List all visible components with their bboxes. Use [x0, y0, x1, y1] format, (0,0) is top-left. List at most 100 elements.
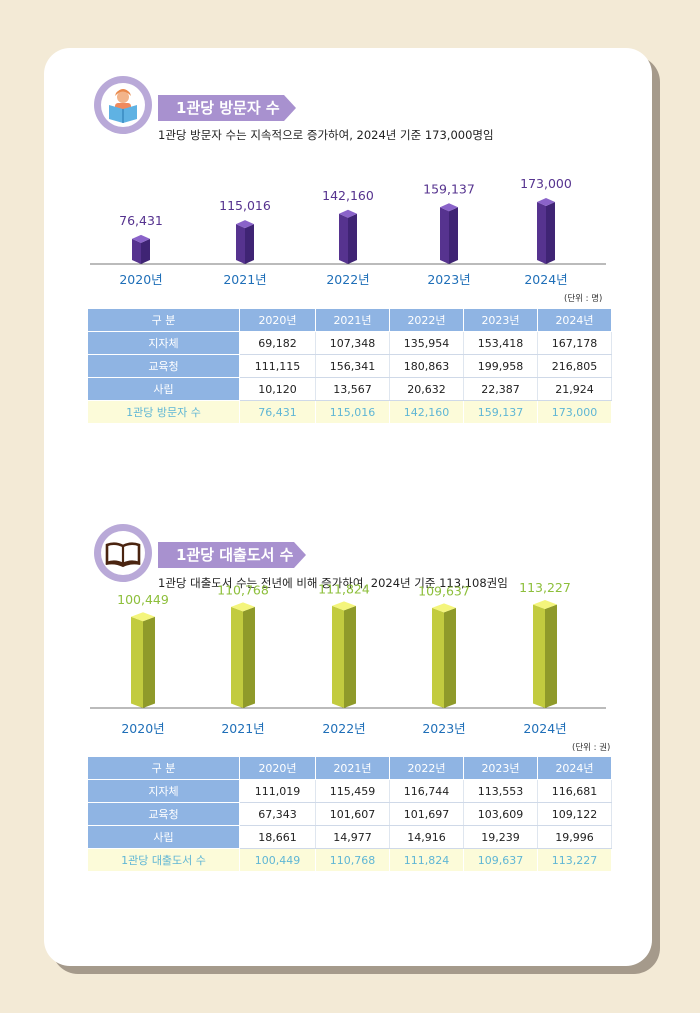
bar-side-face: [243, 606, 255, 708]
table-cell: 153,418: [463, 331, 538, 355]
row-label: 교육청: [87, 802, 240, 826]
column-header: 2023년: [463, 308, 538, 332]
bar-front-face: [432, 607, 444, 708]
table-header-row: 구 분 2020년 2021년 2022년 2023년 2024년: [87, 308, 612, 332]
year-tick-label: 2022년: [326, 272, 369, 287]
table-cell: 156,341: [315, 354, 390, 378]
data-label: 109,637: [418, 583, 470, 598]
section-title: 1관당 대출도서 수: [158, 542, 306, 568]
bar-front-face: [533, 604, 545, 708]
row-label: 사립: [87, 377, 240, 401]
bar-front-face: [132, 238, 141, 264]
column-header: 2024년: [537, 756, 612, 780]
year-tick-label: 2022년: [322, 721, 365, 736]
table-cell: 69,182: [239, 331, 316, 355]
table-cell: 103,609: [463, 802, 538, 826]
year-tick-label: 2021년: [223, 272, 266, 287]
table-cell: 111,115: [239, 354, 316, 378]
bar-top-face: [132, 234, 150, 243]
total-cell: 110,768: [315, 848, 390, 872]
visitors-bar-chart: 76,431 2020년 115,016 2021년 142,160 2022년 159,1…: [90, 176, 606, 287]
bar: [339, 209, 357, 264]
bar-front-face: [339, 213, 348, 264]
bar-top-face: [432, 603, 456, 613]
bar: [537, 198, 555, 264]
column-header: 2020년: [239, 756, 316, 780]
data-label: 115,016: [219, 198, 271, 213]
total-cell: 109,637: [463, 848, 538, 872]
unit-label: (단위 : 권): [572, 743, 611, 753]
bar-front-face: [236, 224, 245, 264]
data-label: 110,768: [217, 582, 269, 597]
year-tick-label: 2021년: [221, 721, 264, 736]
data-label: 100,449: [117, 592, 169, 607]
table-cell: 180,863: [389, 354, 464, 378]
column-header: 구 분: [87, 308, 240, 332]
bar: [236, 220, 254, 264]
bar-side-face: [546, 202, 555, 264]
icon-ring: [94, 76, 152, 134]
data-label: 159,137: [423, 181, 475, 196]
table-row: 사립 18,661 14,977 14,916 19,239 19,996: [87, 825, 612, 849]
bar-top-face: [440, 203, 458, 212]
reading-person-icon: [109, 89, 137, 123]
total-row: 1관당 대출도서 수 100,449 110,768 111,824 109,637 11…: [87, 848, 612, 872]
bar-front-face: [537, 202, 546, 264]
year-tick-label: 2023년: [427, 272, 470, 287]
total-cell: 111,824: [389, 848, 464, 872]
total-cell: 113,227: [537, 848, 612, 872]
icon-ring: [94, 524, 152, 582]
open-book-icon: [105, 542, 141, 568]
total-cell: 115,016: [315, 400, 390, 424]
bar-front-face: [440, 207, 449, 264]
bar: [231, 602, 255, 708]
table-cell: 13,567: [315, 377, 390, 401]
table-cell: 111,019: [239, 779, 316, 803]
bar-top-face: [339, 209, 357, 218]
bar-front-face: [231, 606, 243, 708]
total-row-label: 1관당 방문자 수: [87, 400, 240, 424]
table-cell: 19,239: [463, 825, 538, 849]
bar-front-face: [332, 605, 344, 708]
table-cell: 20,632: [389, 377, 464, 401]
year-tick-label: 2023년: [422, 721, 465, 736]
section-subtitle: 1관당 대출도서 수는 전년에 비해 증가하여, 2024년 기준 113,10…: [158, 576, 508, 590]
table-cell: 167,178: [537, 331, 612, 355]
bar-side-face: [141, 238, 150, 264]
table-cell: 22,387: [463, 377, 538, 401]
bar: [332, 601, 356, 708]
table-cell: 67,343: [239, 802, 316, 826]
column-header: 2024년: [537, 308, 612, 332]
table-row: 지자체 111,019 115,459 116,744 113,553 116,681: [87, 779, 612, 803]
table-cell: 216,805: [537, 354, 612, 378]
table-cell: 101,607: [315, 802, 390, 826]
bar: [432, 603, 456, 708]
year-tick-label: 2024년: [523, 721, 566, 736]
bar: [132, 234, 150, 264]
row-label: 사립: [87, 825, 240, 849]
table-cell: 19,996: [537, 825, 612, 849]
column-header: 2022년: [389, 308, 464, 332]
total-cell: 159,137: [463, 400, 538, 424]
column-header: 2020년: [239, 308, 316, 332]
bar-side-face: [344, 605, 356, 708]
column-header: 2022년: [389, 756, 464, 780]
column-header: 2023년: [463, 756, 538, 780]
row-label: 지자체: [87, 331, 240, 355]
table-header-row: 구 분 2020년 2021년 2022년 2023년 2024년: [87, 756, 612, 780]
total-row: 1관당 방문자 수 76,431 115,016 142,160 159,137 173,…: [87, 400, 612, 424]
bar-top-face: [231, 602, 255, 612]
table-cell: 107,348: [315, 331, 390, 355]
row-label: 지자체: [87, 779, 240, 803]
table-cell: 135,954: [389, 331, 464, 355]
unit-label: (단위 : 명): [564, 294, 603, 304]
table-cell: 116,744: [389, 779, 464, 803]
data-label: 173,000: [520, 176, 572, 191]
table-row: 교육청 67,343 101,607 101,697 103,609 109,122: [87, 802, 612, 826]
column-header: 2021년: [315, 308, 390, 332]
table-cell: 14,916: [389, 825, 464, 849]
column-header: 구 분: [87, 756, 240, 780]
table-cell: 115,459: [315, 779, 390, 803]
bar: [131, 612, 155, 708]
table-cell: 101,697: [389, 802, 464, 826]
